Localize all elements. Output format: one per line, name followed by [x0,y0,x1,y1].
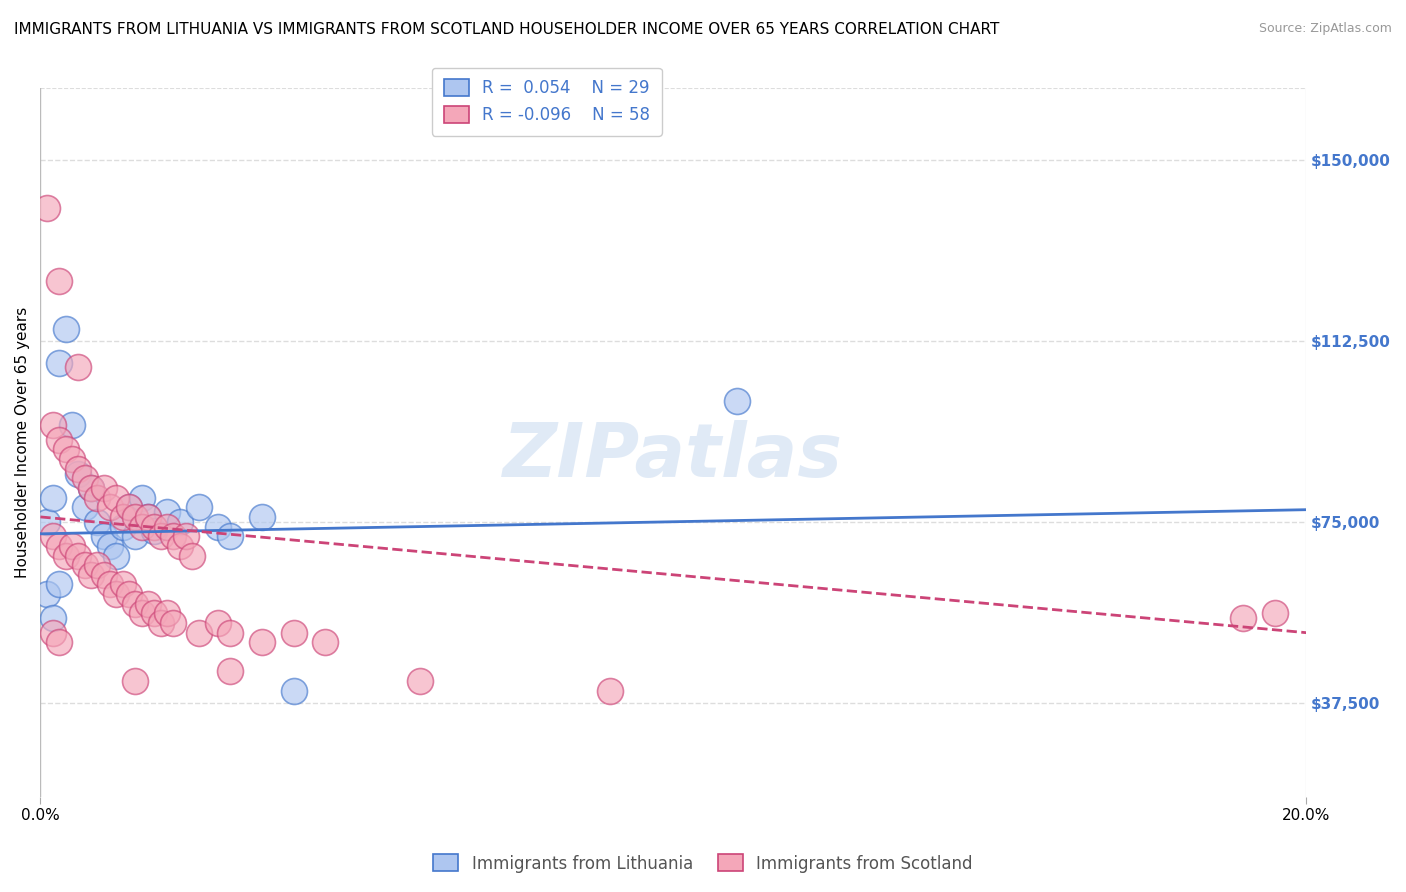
Point [60,418,83,433]
Point [67,360,90,375]
Point [169,539,191,553]
Point [67,461,90,475]
Point [73,471,96,485]
Point [219,529,242,543]
Point [131,607,153,621]
Point [35,201,58,215]
Point [118,587,141,601]
Point [124,597,146,611]
Point [149,529,172,543]
Point [73,558,96,573]
Point [207,519,229,533]
Point [187,625,209,640]
Point [124,510,146,524]
Y-axis label: Householder Income Over 65 years: Householder Income Over 65 years [15,307,30,578]
Point [105,587,128,601]
Point [48,433,70,447]
Point [80,481,103,495]
Point [80,567,103,582]
Point [60,452,83,467]
Point [55,549,77,563]
Point [98,539,121,553]
Text: Source: ZipAtlas.com: Source: ZipAtlas.com [1258,22,1392,36]
Point [174,529,197,543]
Point [42,529,65,543]
Point [131,519,153,533]
Point [48,539,70,553]
Point [725,394,748,409]
Point [98,577,121,591]
Point [207,615,229,630]
Point [86,491,108,505]
Point [55,322,77,336]
Point [131,491,153,505]
Point [250,635,273,649]
Point [73,500,96,515]
Point [42,611,65,625]
Point [35,587,58,601]
Point [283,683,305,698]
Point [105,549,128,563]
Point [105,491,128,505]
Point [86,515,108,529]
Point [156,505,179,519]
Point [219,625,242,640]
Point [143,607,166,621]
Point [80,481,103,495]
Point [156,607,179,621]
Point [118,500,141,515]
Point [111,510,134,524]
Point [156,519,179,533]
Point [42,418,65,433]
Text: IMMIGRANTS FROM LITHUANIA VS IMMIGRANTS FROM SCOTLAND HOUSEHOLDER INCOME OVER 65: IMMIGRANTS FROM LITHUANIA VS IMMIGRANTS … [14,22,1000,37]
Point [162,529,184,543]
Point [124,673,146,688]
Point [48,355,70,369]
Point [93,529,115,543]
Point [283,625,305,640]
Point [162,615,184,630]
Point [409,673,432,688]
Point [124,529,146,543]
Point [599,683,621,698]
Point [1232,611,1254,625]
Point [219,665,242,679]
Point [60,539,83,553]
Point [48,577,70,591]
Point [136,510,159,524]
Point [48,635,70,649]
Point [143,519,166,533]
Point [86,558,108,573]
Point [181,549,204,563]
Point [187,500,209,515]
Point [111,577,134,591]
Point [93,481,115,495]
Point [169,515,191,529]
Point [118,500,141,515]
Point [67,549,90,563]
Point [250,510,273,524]
Point [55,442,77,457]
Point [48,274,70,288]
Text: ZIPatlas: ZIPatlas [503,420,844,493]
Point [35,515,58,529]
Point [136,510,159,524]
Legend: R =  0.054    N = 29, R = -0.096    N = 58: R = 0.054 N = 29, R = -0.096 N = 58 [432,68,662,136]
Point [42,625,65,640]
Point [149,615,172,630]
Point [143,524,166,539]
Point [93,567,115,582]
Legend: Immigrants from Lithuania, Immigrants from Scotland: Immigrants from Lithuania, Immigrants fr… [426,847,980,880]
Point [314,635,336,649]
Point [1264,607,1286,621]
Point [136,597,159,611]
Point [98,500,121,515]
Point [67,467,90,481]
Point [111,519,134,533]
Point [42,491,65,505]
